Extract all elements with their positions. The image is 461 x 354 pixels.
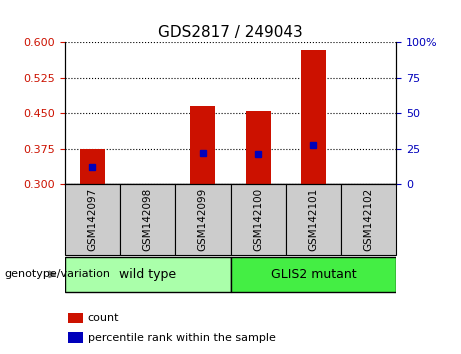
Text: count: count <box>88 313 119 323</box>
Text: GSM142102: GSM142102 <box>364 188 374 251</box>
Text: GLIS2 mutant: GLIS2 mutant <box>271 268 356 281</box>
FancyBboxPatch shape <box>286 184 341 255</box>
Text: GSM142097: GSM142097 <box>87 188 97 251</box>
FancyBboxPatch shape <box>230 184 286 255</box>
Bar <box>80 149 105 184</box>
FancyBboxPatch shape <box>341 184 396 255</box>
Text: GSM142098: GSM142098 <box>142 188 153 251</box>
Bar <box>246 111 271 184</box>
Title: GDS2817 / 249043: GDS2817 / 249043 <box>158 25 303 40</box>
Text: GSM142101: GSM142101 <box>308 188 319 251</box>
Text: GSM142099: GSM142099 <box>198 188 208 251</box>
FancyBboxPatch shape <box>120 184 175 255</box>
Bar <box>68 313 83 323</box>
Text: percentile rank within the sample: percentile rank within the sample <box>88 332 276 343</box>
FancyBboxPatch shape <box>230 257 396 292</box>
Text: genotype/variation: genotype/variation <box>5 269 111 279</box>
Bar <box>68 332 83 343</box>
Bar <box>301 50 326 184</box>
FancyBboxPatch shape <box>65 184 120 255</box>
Text: GSM142100: GSM142100 <box>253 188 263 251</box>
Bar <box>190 106 215 184</box>
FancyBboxPatch shape <box>65 257 230 292</box>
Text: wild type: wild type <box>119 268 176 281</box>
FancyBboxPatch shape <box>175 184 230 255</box>
